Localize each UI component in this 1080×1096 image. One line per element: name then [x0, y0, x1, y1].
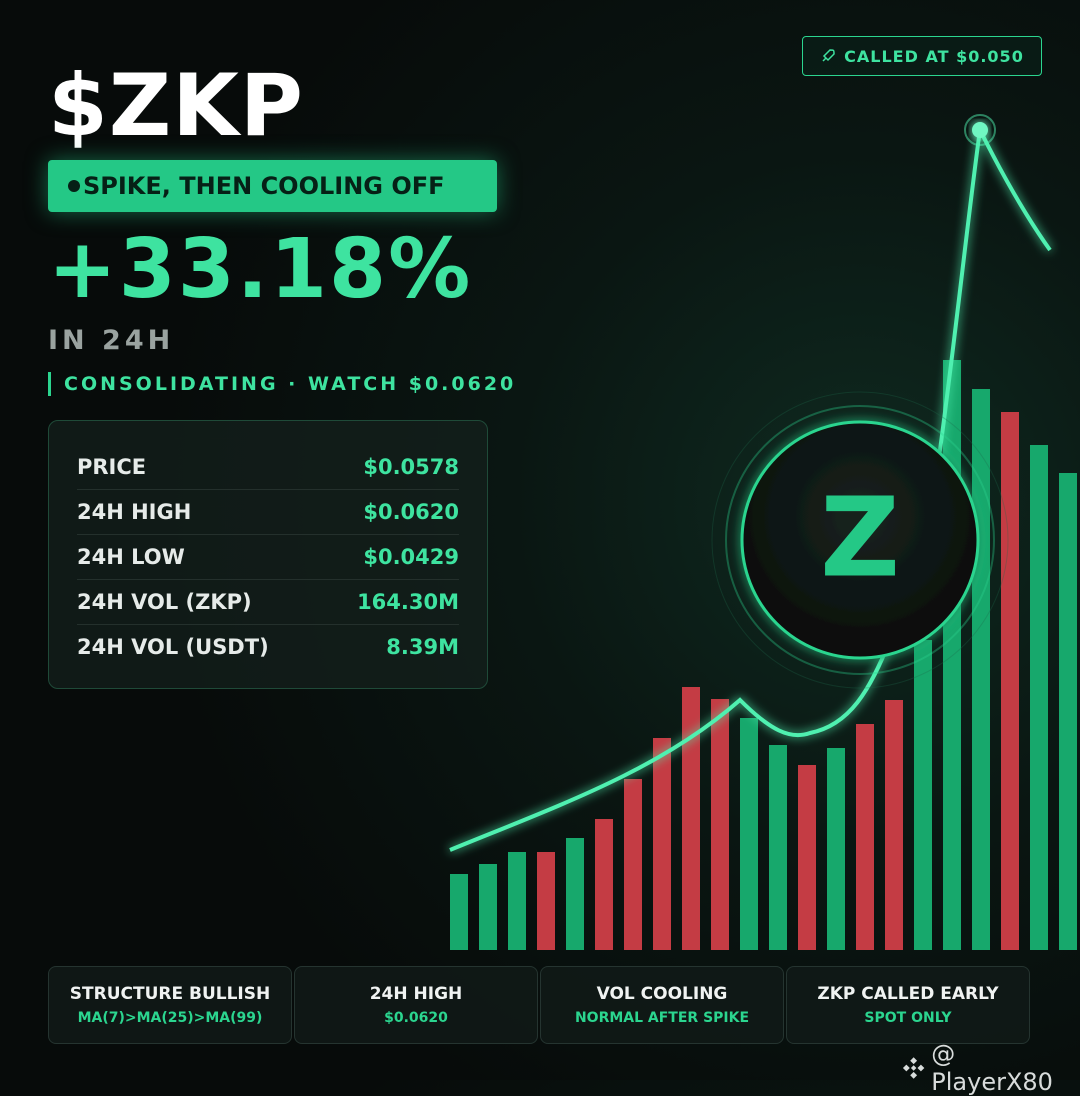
info-card: VOL COOLING NORMAL AFTER SPIKE — [540, 966, 784, 1044]
called-badge: CALLED AT $0.050 — [802, 36, 1042, 76]
stats-panel: PRICE $0.0578 24H HIGH $0.0620 24H LOW $0.0… — [48, 420, 488, 689]
ticker: $ZKP — [48, 56, 304, 156]
logo — [711, 391, 1009, 689]
card-subtitle: NORMAL AFTER SPIKE — [574, 1010, 750, 1026]
tag: SPIKE, THEN COOLING OFF — [48, 160, 497, 212]
card-title: STRUCTURE BULLISH — [69, 984, 271, 1004]
stat-label: 24H HIGH — [77, 500, 192, 524]
stat-value: 8.39M — [386, 635, 459, 659]
stat-row: 24H VOL (USDT) 8.39M — [77, 625, 459, 669]
note: CONSOLIDATING · WATCH $0.0620 — [48, 372, 516, 396]
watermark: @ PlayerX80 — [902, 1040, 1080, 1096]
tag-text: SPIKE, THEN COOLING OFF — [83, 172, 445, 200]
card-title: ZKP CALLED EARLY — [817, 984, 999, 1004]
card-subtitle: $0.0620 — [384, 1010, 448, 1026]
rocket-icon — [822, 49, 835, 62]
info-card: 24H HIGH $0.0620 — [294, 966, 538, 1044]
logo-letter: Z — [820, 473, 900, 601]
card-subtitle: MA(7)>MA(25)>MA(99) — [77, 1010, 263, 1026]
stat-label: PRICE — [77, 455, 147, 479]
card-title: VOL COOLING — [596, 984, 728, 1004]
stat-label: 24H LOW — [77, 545, 185, 569]
stat-row: 24H VOL (ZKP) 164.30M — [77, 580, 459, 625]
stat-value: $0.0620 — [363, 500, 459, 524]
stat-row: 24H HIGH $0.0620 — [77, 490, 459, 535]
stat-value: $0.0578 — [363, 455, 459, 479]
tag-dot — [68, 180, 80, 192]
exchange-icon — [902, 1057, 925, 1079]
stat-label: 24H VOL (USDT) — [77, 635, 269, 659]
change: +33.18% — [48, 222, 473, 317]
info-card: STRUCTURE BULLISH MA(7)>MA(25)>MA(99) — [48, 966, 292, 1044]
info-card: ZKP CALLED EARLY SPOT ONLY — [786, 966, 1030, 1044]
card-subtitle: SPOT ONLY — [864, 1010, 952, 1026]
stat-row: PRICE $0.0578 — [77, 445, 459, 490]
stat-label: 24H VOL (ZKP) — [77, 590, 252, 614]
period: IN 24H — [48, 325, 175, 356]
bars — [450, 360, 1077, 950]
stat-row: 24H LOW $0.0429 — [77, 535, 459, 580]
card-title: 24H HIGH — [369, 984, 463, 1004]
stat-value: 164.30M — [357, 590, 459, 614]
badge-text: CALLED AT $0.050 — [844, 46, 1024, 66]
watermark-text: @ PlayerX80 — [931, 1040, 1053, 1096]
stat-value: $0.0429 — [363, 545, 459, 569]
